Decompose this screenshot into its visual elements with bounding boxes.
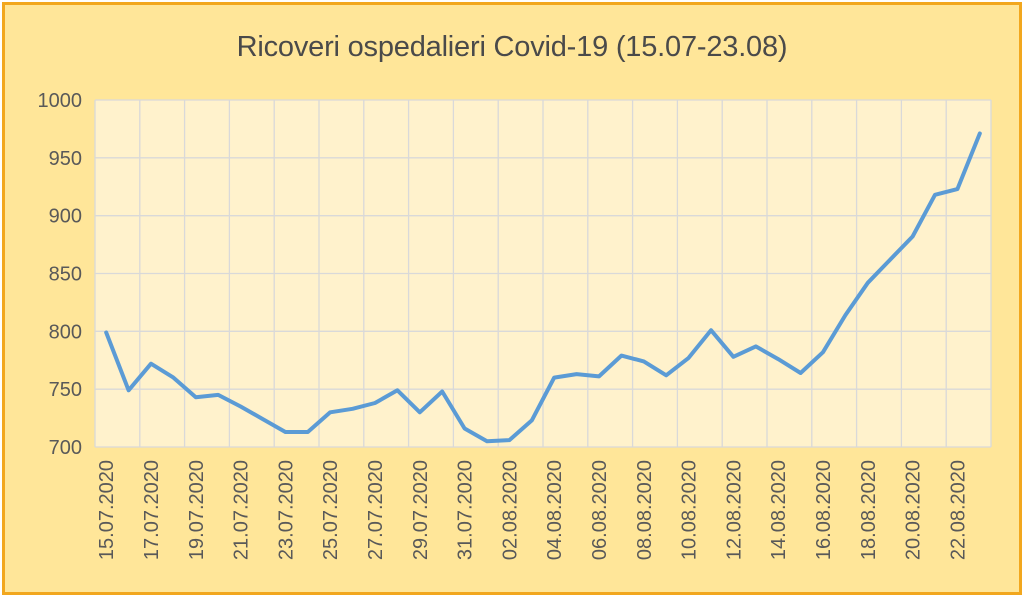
x-axis-tick-label: 08.08.2020	[634, 460, 656, 560]
y-axis-tick-label: 700	[49, 437, 82, 459]
y-axis-tick-label: 800	[49, 321, 82, 343]
y-axis-tick-label: 850	[49, 264, 82, 286]
x-axis-tick-label: 23.07.2020	[275, 460, 297, 560]
x-axis-tick-label: 02.08.2020	[499, 460, 521, 560]
x-axis-tick-label: 29.07.2020	[410, 460, 432, 560]
covid-hospitalizations-line-series	[104, 131, 982, 444]
x-axis-tick-label: 21.07.2020	[231, 460, 253, 560]
x-axis-tick-label: 22.08.2020	[947, 460, 969, 560]
y-axis-tick-label: 950	[49, 148, 82, 170]
x-axis-tick-label: 18.08.2020	[858, 460, 880, 560]
x-axis-tick-label: 17.07.2020	[141, 460, 163, 560]
x-axis-tick-label: 16.08.2020	[813, 460, 835, 560]
x-axis-tick-label: 06.08.2020	[589, 460, 611, 560]
x-axis-tick-label: 20.08.2020	[903, 460, 925, 560]
x-axis-tick-label: 12.08.2020	[723, 460, 745, 560]
line-chart: 1000 950 900 850 800 750 700 15.07.2020 17.07.20…	[38, 90, 992, 560]
x-axis-tick-label: 14.08.2020	[768, 460, 790, 560]
x-axis-tick-label: 27.07.2020	[365, 460, 387, 560]
x-axis-tick-label: 25.07.2020	[320, 460, 342, 560]
x-axis-tick-label: 15.07.2020	[96, 460, 118, 560]
x-axis-tick-label: 31.07.2020	[455, 460, 477, 560]
y-axis-tick-label: 900	[49, 206, 82, 228]
x-axis-tick-label: 19.07.2020	[186, 460, 208, 560]
y-axis-tick-label: 750	[49, 379, 82, 401]
x-axis-tick-label: 04.08.2020	[544, 460, 566, 560]
chart-title: Ricoveri ospedalieri Covid-19 (15.07-23.…	[236, 31, 788, 63]
x-axis-tick-label: 10.08.2020	[679, 460, 701, 560]
y-axis-tick-label: 1000	[38, 90, 83, 112]
